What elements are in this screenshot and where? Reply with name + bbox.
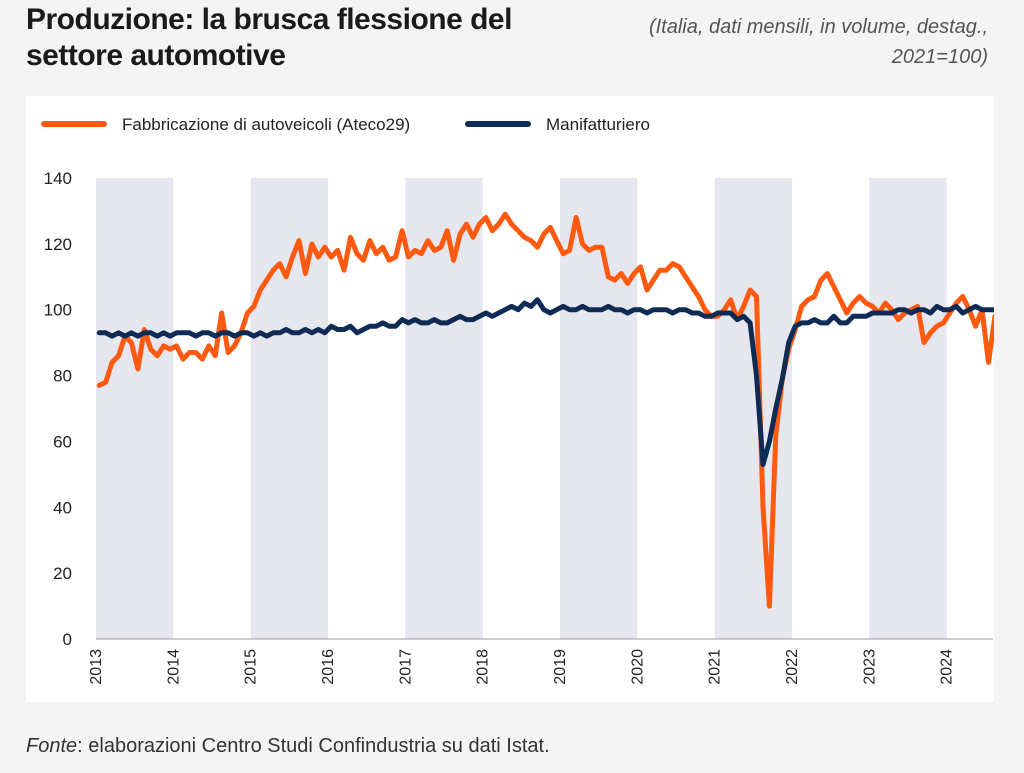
y-tick-label: 0 — [63, 630, 72, 649]
y-tick-label: 140 — [44, 169, 72, 188]
y-tick-label: 60 — [53, 432, 72, 451]
x-tick-label: 2016 — [320, 649, 337, 685]
x-tick-label: 2021 — [707, 649, 724, 685]
x-axis: 2013 2014 2015 2016 2017 2018 2019 2020 2021 2022… — [88, 638, 993, 685]
series-lines — [96, 211, 994, 609]
series-line-manufacturing — [96, 297, 994, 467]
x-tick-label: 2020 — [629, 649, 646, 685]
x-tick-label: 2017 — [397, 649, 414, 685]
legend: Fabbricazione di autoveicoli (Ateco29) Ma… — [41, 115, 650, 134]
line-chart: Fabbricazione di autoveicoli (Ateco29) Ma… — [41, 115, 994, 685]
legend-label-automotive: Fabbricazione di autoveicoli (Ateco29) — [122, 115, 410, 134]
y-tick-label: 40 — [53, 498, 72, 517]
year-band-2019 — [559, 178, 638, 639]
series-line-automotive — [96, 211, 994, 609]
chart-panel: Fabbricazione di autoveicoli (Ateco29) Ma… — [26, 96, 994, 702]
source-text: : elaborazioni Centro Studi Confindustri… — [77, 735, 550, 757]
y-tick-label: 100 — [44, 301, 72, 320]
x-tick-label: 2013 — [88, 649, 105, 685]
year-band-2017 — [405, 178, 483, 639]
year-band-2013 — [96, 178, 174, 639]
x-tick-label: 2019 — [552, 649, 569, 685]
source-label: Fonte — [26, 735, 78, 757]
y-axis: 0 20 40 60 80 100 120 140 — [44, 169, 72, 649]
chart-title: Produzione: la brusca flessione del sett… — [26, 2, 512, 74]
y-tick-label: 80 — [53, 367, 72, 386]
chart-subtitle-line-1: (Italia, dati mensili, in volume, destag… — [648, 16, 988, 38]
x-tick-label: 2024 — [939, 649, 956, 685]
x-tick-label: 2022 — [784, 649, 801, 685]
legend-label-manufacturing: Manifatturiero — [546, 115, 650, 134]
x-tick-label: 2023 — [861, 649, 878, 685]
chart-subtitle: (Italia, dati mensili, in volume, destag… — [568, 12, 988, 72]
x-tick-label: 2015 — [243, 649, 260, 685]
source-note: Fonte: elaborazioni Centro Studi Confind… — [26, 735, 550, 758]
x-tick-label: 2014 — [165, 649, 182, 685]
x-tick-label: 2018 — [475, 649, 492, 685]
chart-subtitle-line-2: 2021=100) — [891, 46, 988, 68]
y-tick-label: 120 — [44, 235, 72, 254]
y-tick-label: 20 — [53, 564, 72, 583]
year-bands — [96, 178, 947, 639]
year-band-2023 — [869, 178, 947, 639]
chart-title-line-1: Produzione: la brusca flessione del — [26, 3, 512, 36]
year-band-2015 — [250, 178, 328, 639]
chart-title-line-2: settore automotive — [26, 39, 286, 72]
